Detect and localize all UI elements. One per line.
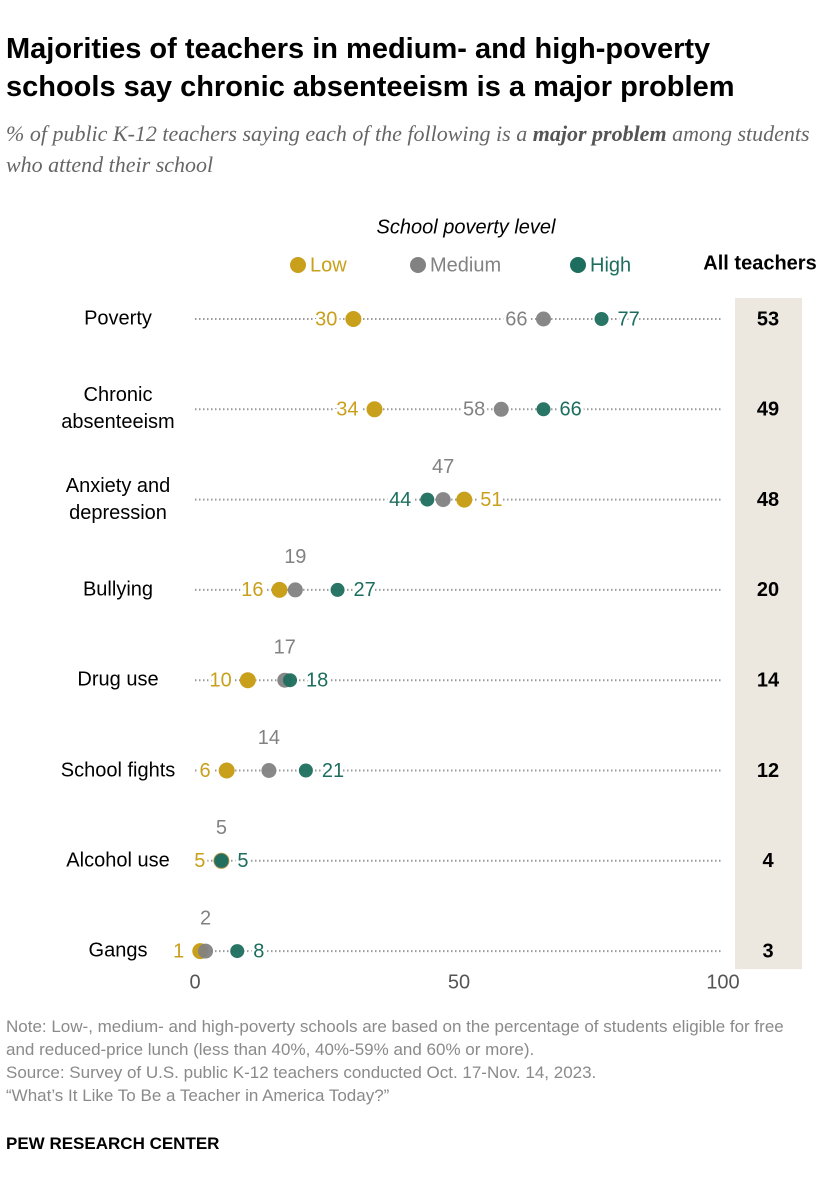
dot: [230, 944, 245, 959]
dot: [271, 581, 288, 598]
value-label: 5: [216, 817, 227, 839]
source: Source: Survey of U.S. public K-12 teach…: [6, 1063, 597, 1082]
value-label: 77: [618, 308, 640, 330]
chart-svg: All teachers School poverty level Low Mediu…: [170, 216, 817, 993]
value-label: 34: [336, 399, 358, 421]
x-tick-label: 0: [189, 971, 200, 993]
value-label: 5: [237, 850, 248, 872]
category-label: Alcohol use: [66, 849, 170, 872]
chart-subtitle: % of public K-12 teachers saying each of…: [6, 118, 826, 180]
dot: [594, 312, 609, 326]
value-label: 1: [173, 940, 184, 962]
legend-swatch: [410, 257, 426, 273]
value-label: 30: [315, 308, 337, 330]
dot: [366, 401, 383, 418]
total-header: All teachers: [703, 252, 816, 274]
total-value: 49: [757, 399, 779, 421]
value-label: 58: [463, 399, 485, 421]
dot: [330, 582, 345, 597]
legend-swatch: [290, 257, 306, 273]
note: Note: Low-, medium- and high-poverty sch…: [6, 1017, 784, 1059]
value-label: 6: [200, 760, 211, 782]
x-tick-label: 100: [706, 971, 739, 993]
value-label: 2: [200, 907, 211, 929]
category-label: Gangs: [88, 939, 148, 962]
dot: [261, 763, 277, 778]
dot: [420, 492, 435, 507]
value-label: 19: [284, 546, 306, 568]
category-label: Bullying: [82, 578, 154, 601]
value-label: 16: [241, 579, 263, 601]
chart: All teachers School poverty level Low Mediu…: [0, 200, 840, 1000]
source: “What’s It Like To Be a Teacher in Ameri…: [6, 1086, 390, 1105]
value-label: 47: [432, 456, 454, 478]
dot: [218, 762, 235, 779]
category-label: Anxiety and depression: [65, 474, 171, 524]
x-tick-label: 50: [448, 971, 470, 993]
value-label: 17: [274, 636, 296, 658]
total-value: 12: [757, 760, 779, 782]
value-label: 14: [258, 727, 280, 749]
dot: [214, 853, 229, 868]
total-value: 53: [757, 308, 779, 330]
dot: [493, 401, 509, 417]
category-label: Chronic absenteeism: [61, 384, 175, 434]
legend-label: Medium: [430, 254, 501, 276]
value-label: 27: [354, 579, 376, 601]
subtitle-text: % of public K-12 teachers saying each of…: [6, 121, 533, 146]
total-value: 3: [762, 940, 773, 962]
total-column: [735, 298, 802, 970]
dot: [239, 672, 256, 689]
value-label: 51: [480, 489, 502, 511]
legend-label: Low: [310, 254, 347, 276]
value-label: 21: [322, 760, 344, 782]
value-label: 44: [389, 489, 411, 511]
value-label: 18: [306, 669, 328, 691]
legend-label: High: [590, 254, 631, 276]
category-label: Poverty: [84, 307, 152, 330]
total-value: 14: [757, 669, 780, 691]
dot: [287, 582, 303, 598]
total-value: 48: [757, 489, 779, 511]
chart-title: Majorities of teachers in medium- and hi…: [6, 33, 735, 103]
value-label: 66: [559, 399, 581, 421]
value-label: 10: [210, 669, 232, 691]
notes: Note: Low-, medium- and high-poverty sch…: [6, 1015, 816, 1107]
category-label: School fights: [60, 759, 176, 781]
dot: [198, 943, 214, 959]
dot: [435, 492, 451, 508]
dot: [283, 673, 298, 688]
category-label: Drug use: [77, 668, 159, 691]
value-label: 5: [194, 850, 205, 872]
dot: [535, 311, 551, 327]
dot: [298, 763, 313, 778]
subtitle-text: among students who attend their school: [6, 121, 810, 177]
value-label: 66: [505, 308, 527, 330]
legend-swatch: [570, 257, 586, 273]
dot: [536, 402, 551, 417]
total-value: 4: [762, 850, 774, 872]
dot: [345, 311, 362, 327]
subtitle-emphasis: major problem: [532, 121, 667, 146]
value-label: 8: [253, 940, 264, 962]
total-value: 20: [757, 579, 779, 601]
dot: [456, 491, 473, 508]
legend-title: School poverty level: [377, 216, 557, 238]
brand: PEW RESEARCH CENTER: [6, 1134, 220, 1153]
